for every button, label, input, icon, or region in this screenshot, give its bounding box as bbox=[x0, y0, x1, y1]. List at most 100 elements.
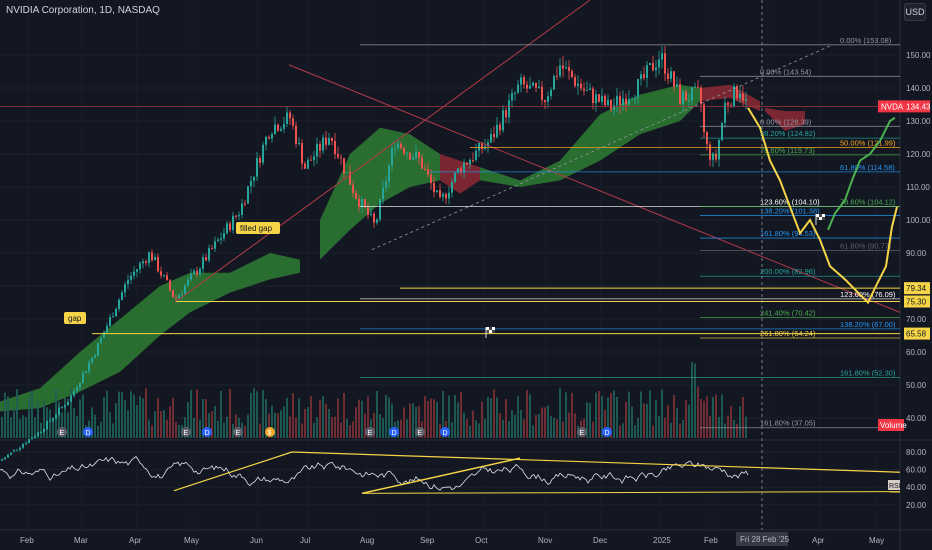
volume-bar bbox=[13, 407, 15, 438]
time-tick-label: 2025 bbox=[653, 536, 671, 545]
candle-body bbox=[292, 118, 294, 126]
candle-body bbox=[217, 239, 219, 242]
candle-body bbox=[634, 97, 636, 99]
volume-bar bbox=[139, 396, 141, 438]
volume-bar bbox=[562, 421, 564, 438]
candle-body bbox=[373, 213, 375, 223]
candle-body bbox=[415, 152, 417, 158]
candle-body bbox=[265, 137, 267, 145]
volume-bar bbox=[265, 399, 267, 438]
fib-label: 123.60% (104.10) bbox=[760, 197, 820, 206]
candle-body bbox=[289, 112, 291, 119]
volume-bar bbox=[679, 423, 681, 438]
volume-bar bbox=[277, 413, 279, 438]
candle-body bbox=[154, 256, 156, 261]
fib-label: 138.20% (101.38) bbox=[760, 206, 820, 215]
volume-bar bbox=[121, 391, 123, 438]
candle-body bbox=[577, 83, 579, 86]
candle-body bbox=[271, 134, 273, 139]
filled-gap-annotation[interactable]: filled gap bbox=[236, 222, 280, 234]
volume-bar bbox=[517, 396, 519, 438]
candle-body bbox=[517, 84, 519, 93]
volume-bar bbox=[529, 394, 531, 438]
volume-bar bbox=[388, 397, 390, 438]
volume-bar bbox=[493, 389, 495, 438]
rsi-line bbox=[0, 456, 749, 491]
candle-body bbox=[226, 223, 228, 234]
candle-body bbox=[397, 143, 399, 149]
volume-bar bbox=[697, 386, 699, 438]
drawing-lines[interactable] bbox=[0, 0, 901, 335]
volume-bar bbox=[235, 414, 237, 438]
volume-bar bbox=[535, 414, 537, 438]
volume-bar bbox=[436, 401, 438, 438]
event-marker-icon bbox=[577, 427, 587, 437]
candle-body bbox=[718, 140, 720, 160]
volume-bar bbox=[205, 399, 207, 438]
volume-bar bbox=[559, 388, 561, 438]
gap-annotation[interactable]: gap bbox=[64, 312, 86, 324]
candle-body bbox=[157, 256, 159, 272]
volume-bar bbox=[340, 422, 342, 438]
volume-bar bbox=[631, 406, 633, 438]
volume-bar bbox=[652, 425, 654, 438]
candle-body bbox=[151, 252, 153, 261]
candle-body bbox=[34, 436, 36, 438]
candle-body bbox=[496, 124, 498, 138]
volume-bar bbox=[466, 419, 468, 438]
candle-body bbox=[124, 284, 126, 293]
candle-body bbox=[697, 86, 699, 88]
volume-bar bbox=[655, 399, 657, 438]
volume-bar bbox=[328, 408, 330, 438]
candle-body bbox=[85, 371, 87, 374]
candle-body bbox=[583, 88, 585, 91]
candle-body bbox=[70, 395, 72, 402]
volume-bar bbox=[43, 401, 45, 438]
volume-bar bbox=[460, 391, 462, 438]
candle-body bbox=[493, 134, 495, 138]
candle-body bbox=[139, 263, 141, 270]
candle-body bbox=[382, 187, 384, 199]
candle-body bbox=[49, 420, 51, 422]
volume-bar bbox=[412, 403, 414, 438]
candle-body bbox=[220, 238, 222, 240]
symbol-title[interactable]: NVIDIA Corporation, 1D, NASDAQ bbox=[6, 5, 160, 16]
price-tag-value: 75.30 bbox=[906, 298, 927, 307]
candle-body bbox=[715, 153, 717, 160]
candle-body bbox=[166, 275, 168, 281]
volume-bar bbox=[58, 401, 60, 438]
price-tick-label: 60.00 bbox=[906, 348, 927, 357]
event-marker-icon bbox=[602, 427, 612, 437]
candle-body bbox=[7, 454, 9, 458]
currency-button[interactable]: USD bbox=[904, 3, 926, 21]
volume-bar bbox=[658, 416, 660, 438]
volume-bar bbox=[331, 416, 333, 438]
volume-bar bbox=[31, 390, 33, 438]
event-marker-label: $ bbox=[268, 430, 272, 437]
volume-bar bbox=[301, 423, 303, 438]
volume-bar bbox=[724, 423, 726, 438]
candle-body bbox=[214, 241, 216, 249]
candle-body bbox=[148, 252, 150, 264]
candle-body bbox=[91, 357, 93, 363]
candle-body bbox=[736, 85, 738, 99]
candle-body bbox=[268, 137, 270, 139]
volume-bar bbox=[178, 424, 180, 438]
volume-bar bbox=[115, 403, 117, 438]
candle-body bbox=[595, 94, 597, 104]
candle-body bbox=[340, 157, 342, 159]
candle-body bbox=[112, 316, 114, 318]
volume-bar bbox=[283, 406, 285, 438]
candle-body bbox=[727, 102, 729, 106]
volume-bar bbox=[670, 422, 672, 438]
volume-bar bbox=[79, 399, 81, 438]
volume-bar bbox=[385, 395, 387, 438]
volume-bar bbox=[193, 418, 195, 438]
volume-bar bbox=[715, 394, 717, 438]
volume-bar bbox=[127, 410, 129, 438]
candle-body bbox=[253, 176, 255, 181]
volume-bar bbox=[61, 412, 63, 438]
candle-body bbox=[454, 172, 456, 183]
volume-bar bbox=[292, 393, 294, 438]
